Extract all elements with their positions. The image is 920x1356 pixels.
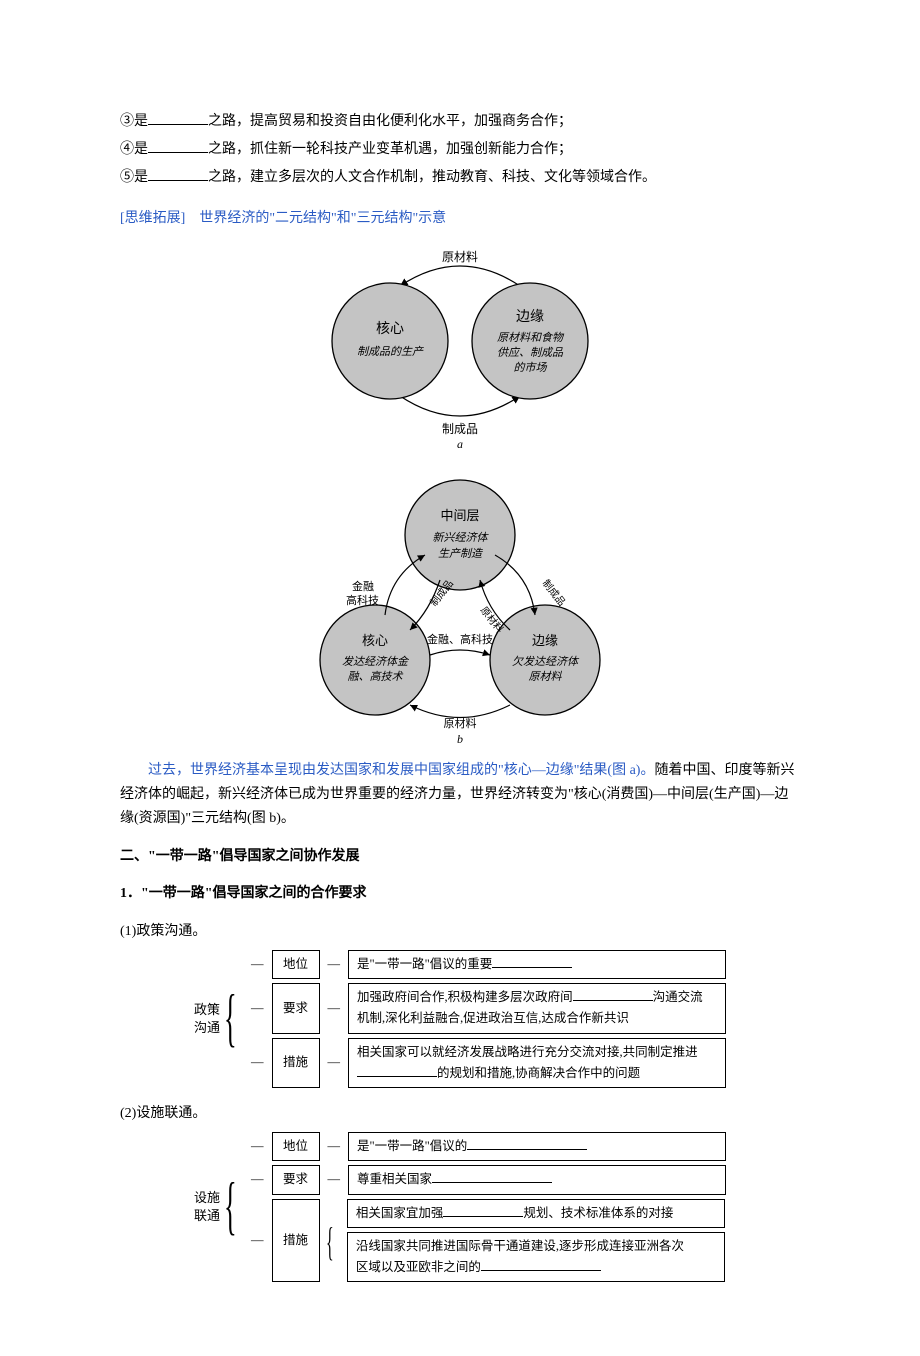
bracket1-label-l2: 沟通 [194, 1019, 220, 1037]
b-left-sub1: 发达经济体金 [342, 655, 410, 668]
bracket2-key-0: 地位 [272, 1132, 320, 1161]
commentary: 过去，世界经济基本呈现由发达国家和发展中国家组成的"核心—边缘"结果(图 a)。… [120, 759, 800, 830]
fill5-suffix: 之路，建立多层次的人文合作机制，推动教育、科技、文化等领域合作。 [208, 170, 656, 185]
bracket2-key-m: 措施 [272, 1199, 320, 1283]
b-lr-fin: 金融、高科技 [427, 632, 493, 646]
fill3-prefix: ③是 [120, 114, 148, 129]
fill5-prefix: ⑤是 [120, 170, 148, 185]
bracket2-label-l2: 联通 [194, 1207, 220, 1225]
bracket1-row-0: — 地位 — 是"一带一路"倡议的重要 [249, 950, 726, 979]
blank-b2-m0[interactable] [443, 1203, 523, 1217]
fill-line-5: ⑤是 之路，建立多层次的人文合作机制，推动教育、科技、文化等领域合作。 [120, 166, 800, 190]
b-right-title: 边缘 [532, 633, 558, 648]
commentary-blue: 过去，世界经济基本呈现由发达国家和发展中国家组成的"核心—边缘"结果(图 a)。 [148, 763, 654, 778]
blank-b2-0[interactable] [467, 1137, 587, 1151]
b-lr-raw: 原材料 [444, 716, 477, 730]
a-right-sub3: 的市场 [514, 361, 548, 374]
b-top-sub2: 生产制造 [438, 547, 483, 560]
blank-b1-2[interactable] [357, 1063, 437, 1077]
a-top-arrow-label: 原材料 [442, 250, 478, 264]
a-caption: a [457, 437, 463, 451]
b-top-sub1: 新兴经济体 [433, 531, 490, 544]
document-page: ③是 之路，提高贸易和投资自由化便利化水平，加强商务合作； ④是 之路，抓住新一轮科… [0, 0, 920, 1356]
diagram-b: 中间层 新兴经济体 生产制造 核心 发达经济体金 融、高技术 边缘 欠发达经济体… [120, 465, 800, 745]
bracket-policy: 政策 沟通 { — 地位 — 是"一带一路"倡议的重要 — 要求 — [120, 950, 800, 1088]
section2-heading: 二、"一带一路"倡导国家之间协作发展 [120, 845, 800, 869]
bracket1-key-2: 措施 [272, 1038, 320, 1089]
bracket2-label: 设施 联通 [194, 1132, 224, 1282]
bracket1-val-1: 加强政府间合作,积极构建多层次政府间沟通交流 机制,深化利益融合,促进政治互信,… [348, 983, 726, 1034]
bracket-facility: 设施 联通 { — 地位 — 是"一带一路"倡议的 — 要求 — [120, 1132, 800, 1282]
bracket1-val-0: 是"一带一路"倡议的重要 [348, 950, 726, 979]
sub-brace-icon: { [326, 1188, 334, 1293]
item1-label: (1)政策沟通。 [120, 920, 800, 944]
bracket1-key-0: 地位 [272, 950, 320, 979]
bracket2-val-1: 尊重相关国家 [348, 1165, 726, 1194]
bracket2-measures: — 措施 { 相关国家宜加强规划、技术标准体系的对接 沿线国家共同推进国际骨干通… [249, 1199, 726, 1283]
diagram-a: 原材料 制成品 核心 制成品的生产 边缘 原材料和食物 供应、制成品 的市场 a [120, 241, 800, 451]
blank-b2-m1[interactable] [481, 1258, 601, 1272]
b-left-title: 核心 [362, 633, 388, 648]
bracket2-m-1: 沿线国家共同推进国际骨干通道建设,逐步形成连接亚洲各次 区域以及亚欧非之间的 [347, 1232, 725, 1283]
b-top-title: 中间层 [440, 508, 479, 523]
fill-line-3: ③是 之路，提高贸易和投资自由化便利化水平，加强商务合作； [120, 110, 800, 134]
bracket1-label: 政策 沟通 [194, 950, 224, 1088]
bracket2-label-l1: 设施 [194, 1189, 220, 1207]
a-right-sub2: 供应、制成品 [497, 346, 564, 359]
a-right-title: 边缘 [516, 309, 544, 325]
b-left-sub2: 融、高技术 [348, 670, 404, 683]
bracket2-m-0: 相关国家宜加强规划、技术标准体系的对接 [347, 1199, 725, 1228]
b-right-sub1: 欠发达经济体 [512, 655, 580, 668]
a-left-sub: 制成品的生产 [357, 345, 424, 358]
blank-3[interactable] [148, 110, 208, 125]
blank-b2-1[interactable] [432, 1170, 552, 1184]
diagram-a-svg: 原材料 制成品 核心 制成品的生产 边缘 原材料和食物 供应、制成品 的市场 a [300, 241, 620, 451]
bracket1-key-1: 要求 [272, 983, 320, 1034]
bracket1-row-2: — 措施 — 相关国家可以就经济发展战略进行充分交流对接,共同制定推进 的规划和… [249, 1038, 726, 1089]
a-left-title: 核心 [376, 321, 404, 337]
bracket1-label-l1: 政策 [194, 1001, 220, 1019]
b-caption: b [457, 732, 463, 745]
bracket2-row-1: — 要求 — 尊重相关国家 [249, 1165, 726, 1194]
bracket2-row-0: — 地位 — 是"一带一路"倡议的 [249, 1132, 726, 1161]
a-bottom-arrow-label: 制成品 [442, 422, 478, 436]
bracket1-val-2: 相关国家可以就经济发展战略进行充分交流对接,共同制定推进 的规划和措施,协商解决… [348, 1038, 726, 1089]
b-tl-label2: 高科技 [346, 593, 379, 607]
fill4-suffix: 之路，抓住新一轮科技产业变革机遇，加强创新能力合作； [208, 142, 572, 157]
item2-label: (2)设施联通。 [120, 1102, 800, 1126]
bracket2-key-1: 要求 [272, 1165, 320, 1194]
blank-5[interactable] [148, 166, 208, 181]
fill-line-4: ④是 之路，抓住新一轮科技产业变革机遇，加强创新能力合作； [120, 138, 800, 162]
brace-icon-2: { [224, 1106, 238, 1309]
brace-icon: { [224, 926, 238, 1113]
fill4-prefix: ④是 [120, 142, 148, 157]
b-right-sub2: 原材料 [529, 670, 563, 683]
bracket2-val-0: 是"一带一路"倡议的 [348, 1132, 726, 1161]
bracket1-row-1: — 要求 — 加强政府间合作,积极构建多层次政府间沟通交流 机制,深化利益融合,… [249, 983, 726, 1034]
blank-4[interactable] [148, 138, 208, 153]
section2-sub1: 1．"一带一路"倡导国家之间的合作要求 [120, 882, 800, 906]
fill3-suffix: 之路，提高贸易和投资自由化便利化水平，加强商务合作； [208, 114, 572, 129]
b-tl-label1: 金融 [352, 579, 374, 593]
blank-b1-1[interactable] [573, 988, 653, 1002]
blank-b1-0[interactable] [492, 954, 572, 968]
expand-label: [思维拓展] 世界经济的"二元结构"和"三元结构"示意 [120, 207, 800, 231]
a-right-sub1: 原材料和食物 [497, 331, 565, 344]
b-tr-prod: 制成品 [540, 577, 569, 609]
diagram-b-svg: 中间层 新兴经济体 生产制造 核心 发达经济体金 融、高技术 边缘 欠发达经济体… [280, 465, 640, 745]
